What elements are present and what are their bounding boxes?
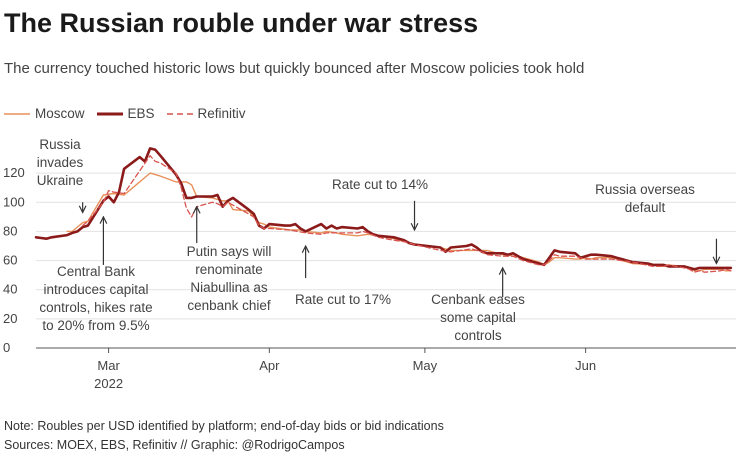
annotation-text: Rate cut to 14% <box>332 177 428 192</box>
series-line-ebs <box>34 147 733 271</box>
legend: Moscow EBS Refinitiv <box>4 106 258 121</box>
x-tick-label: Jun <box>575 358 596 373</box>
legend-item-ebs: EBS <box>96 106 155 121</box>
annotation-text: renominate <box>195 262 263 277</box>
annotation-text: introduces capital <box>43 282 148 297</box>
annotation-text: default <box>625 200 666 215</box>
legend-label-ebs: EBS <box>127 106 155 121</box>
x-tick-sublabel: 2022 <box>94 376 123 391</box>
annotation-text: controls <box>454 328 502 343</box>
y-tick-label: 80 <box>3 223 17 238</box>
legend-swatch-refinitiv <box>166 112 193 115</box>
legend-item-refinitiv: Refinitiv <box>166 106 246 121</box>
y-tick-label: 120 <box>3 165 25 180</box>
legend-swatch-moscow <box>4 112 30 115</box>
y-tick-label: 100 <box>3 194 25 209</box>
annotation-text: some capital <box>440 310 516 325</box>
annotation-text: Rate cut to 17% <box>295 292 391 307</box>
annotation-text: Russia overseas <box>595 182 695 197</box>
y-tick-label: 40 <box>3 282 17 297</box>
chart-note: Note: Roubles per USD identified by plat… <box>4 419 444 433</box>
x-tick-label: Apr <box>259 358 280 373</box>
annotation-text: Ukraine <box>37 173 84 188</box>
x-tick-label: Mar <box>97 358 120 373</box>
annotation-text: to 20% from 9.5% <box>42 318 149 333</box>
y-tick-label: 60 <box>3 253 17 268</box>
chart-subtitle: The currency touched historic lows but q… <box>4 60 585 77</box>
annotation-text: Cenbank eases <box>431 292 525 307</box>
annotation-text: Central Bank <box>57 264 135 279</box>
legend-swatch-ebs <box>96 112 123 115</box>
chart-title: The Russian rouble under war stress <box>4 8 479 38</box>
annotation-text: Russia <box>39 137 81 152</box>
series-line-refinitiv <box>82 155 732 273</box>
annotation-text: cenbank chief <box>187 298 271 313</box>
x-tick-label: May <box>413 358 438 373</box>
annotation-text: controls, hikes rate <box>39 300 152 315</box>
y-tick-label: 20 <box>3 311 17 326</box>
annotation-text: Niabullina as <box>190 280 268 295</box>
annotation-text: Putin says will <box>187 244 272 259</box>
legend-item-moscow: Moscow <box>4 106 85 121</box>
annotation-text: invades <box>37 155 84 170</box>
legend-label-refinitiv: Refinitiv <box>197 106 246 121</box>
legend-label-moscow: Moscow <box>35 106 85 121</box>
y-tick-label: 0 <box>3 340 10 355</box>
chart-sources: Sources: MOEX, EBS, Refinitiv // Graphic… <box>4 438 345 452</box>
